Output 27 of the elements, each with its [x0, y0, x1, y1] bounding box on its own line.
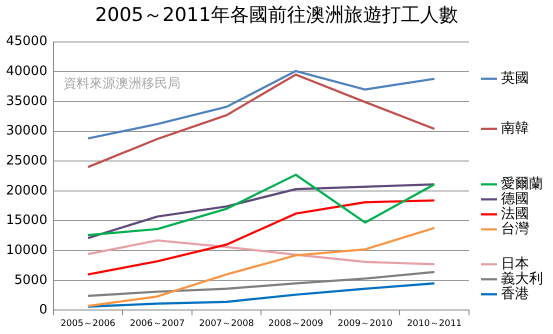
legend-label: 德國 — [501, 190, 529, 207]
legend-label: 香港 — [501, 286, 529, 302]
y-tick-label: 10000 — [6, 242, 48, 258]
chart-title: 2005～2011年各國前往澳洲旅遊打工人數 — [94, 3, 459, 28]
annotation: 資料來源澳洲移民局 — [63, 76, 180, 92]
y-tick-label: 30000 — [6, 124, 48, 139]
legend-label: 義大利 — [501, 270, 543, 287]
x-tick-label: 2006～2007 — [130, 318, 185, 329]
y-tick-label: 40000 — [6, 64, 48, 79]
x-tick-label: 2007～2008 — [199, 318, 254, 329]
y-tick-label: 15000 — [6, 213, 48, 228]
legend-label: 英國 — [501, 70, 529, 86]
legend-label: 法國 — [501, 206, 529, 222]
y-tick-label: 25000 — [6, 153, 48, 168]
x-tick-label: 2005～2006 — [60, 318, 116, 329]
y-tick-label: 45000 — [6, 34, 48, 50]
x-tick-label: 2009～2010 — [338, 318, 393, 329]
y-tick-label: 5000 — [14, 272, 48, 288]
legend-label: 南韓 — [501, 120, 529, 137]
legend-label: 愛爾蘭 — [501, 176, 543, 192]
y-tick-label: 0 — [39, 302, 48, 318]
x-tick-label: 2010～2011 — [406, 318, 462, 329]
y-tick-label: 35000 — [6, 94, 48, 109]
y-tick-label: 20000 — [6, 183, 48, 198]
x-tick-label: 2008～2009 — [268, 318, 324, 329]
legend-label: 日本 — [501, 256, 529, 272]
legend-label: 台灣 — [501, 220, 529, 237]
